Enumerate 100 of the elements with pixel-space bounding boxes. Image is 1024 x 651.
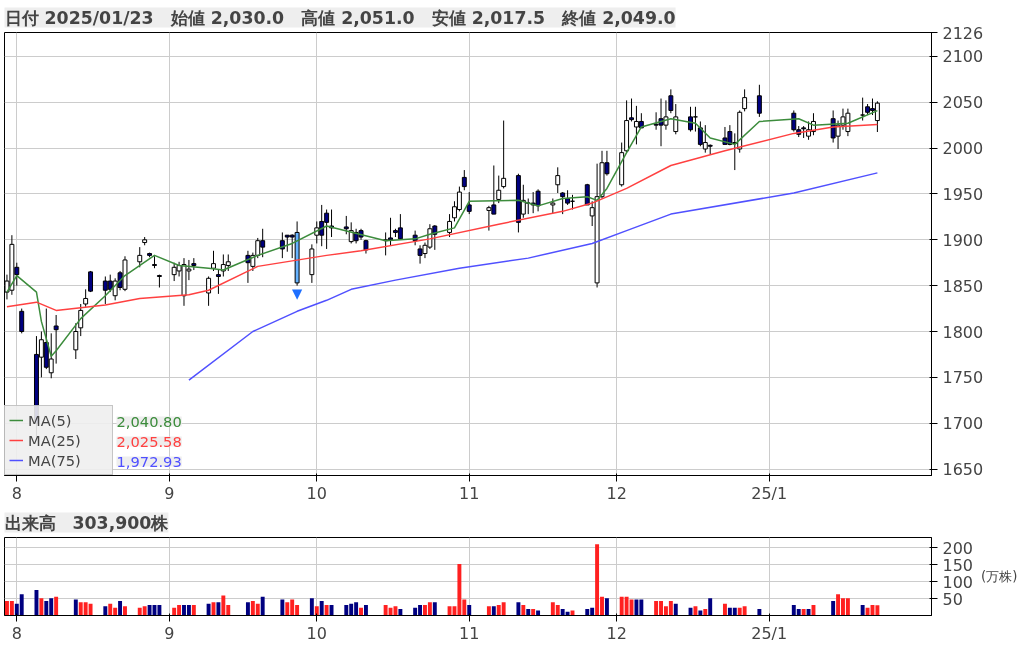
bar <box>221 595 226 616</box>
chart-title: 出来高 303,900株 <box>4 512 170 533</box>
bar <box>285 602 290 616</box>
bar <box>147 604 152 616</box>
candlestick <box>343 215 349 235</box>
bar <box>585 609 590 616</box>
x-tick-label: 10 <box>306 483 327 503</box>
bar <box>757 609 762 616</box>
bar <box>860 604 865 616</box>
candlestick <box>206 275 212 307</box>
x-tick-label: 8 <box>11 483 22 503</box>
candlestick <box>673 103 679 135</box>
y-tick-label: 2050 <box>942 93 984 113</box>
bar <box>432 602 437 616</box>
bar <box>806 609 811 616</box>
bar <box>388 607 393 616</box>
candlestick <box>486 205 492 232</box>
y-tick-label: 50 <box>942 589 963 609</box>
bar <box>309 598 314 616</box>
y-tick-label: 1750 <box>942 368 984 388</box>
candlestick <box>688 106 693 133</box>
bar <box>255 603 260 616</box>
bar <box>836 594 841 616</box>
y-tick-label: 1850 <box>942 276 984 296</box>
y-tick-label: 1700 <box>942 414 984 434</box>
bar <box>634 599 639 616</box>
candlestick <box>742 88 748 112</box>
bar <box>536 610 541 616</box>
y-tick-label: 1650 <box>942 460 984 480</box>
line-series <box>188 172 879 381</box>
bar <box>280 599 285 616</box>
bar <box>703 609 708 616</box>
candlestick <box>279 231 285 259</box>
bar <box>457 563 462 616</box>
x-tick-label: 12 <box>606 483 627 503</box>
x-tick-label: 9 <box>164 483 175 503</box>
y-axis-title: (万株) <box>981 569 1018 584</box>
legend-label: MA(5) <box>28 410 73 430</box>
bar <box>39 598 44 616</box>
bar <box>108 603 113 616</box>
y-tick-label: 2000 <box>942 139 984 159</box>
bar <box>467 604 472 616</box>
x-tick-label: 25/1 <box>751 623 788 643</box>
candlestick <box>560 191 566 215</box>
bar <box>123 606 127 616</box>
candlestick <box>215 268 221 295</box>
bar <box>491 606 496 616</box>
bar <box>693 606 698 616</box>
chart-title: 日付 2025/01/23 始値 2,030.0 高値 2,051.0 安値 2,017.5 終値 2,049.0 <box>4 7 676 28</box>
candlestick <box>171 262 177 282</box>
bar <box>595 544 600 616</box>
bar <box>742 606 747 616</box>
bar <box>555 604 560 616</box>
bar <box>673 603 678 616</box>
bar <box>831 600 836 616</box>
bar <box>654 600 659 616</box>
candlestick <box>461 169 467 191</box>
x-tick-label: 11 <box>459 483 480 503</box>
annotation: 2,025.58 <box>116 432 182 450</box>
y-tick-label: 1800 <box>942 322 984 342</box>
bar <box>875 605 880 616</box>
bar <box>19 594 24 616</box>
y-tick-label: 100 <box>942 572 974 592</box>
bar <box>624 596 629 616</box>
bar <box>865 607 870 616</box>
x-tick-label: 12 <box>606 623 627 643</box>
bar <box>216 602 221 616</box>
bar <box>486 606 491 616</box>
bar <box>260 596 265 616</box>
y-tick-label: 2100 <box>942 47 984 67</box>
bar <box>393 606 398 616</box>
bar <box>206 603 211 616</box>
candlestick <box>397 213 403 240</box>
y-tick-label: 1950 <box>942 184 984 204</box>
x-tick-label: 8 <box>11 623 22 643</box>
bar <box>319 600 324 616</box>
candlestick <box>19 308 25 334</box>
bar <box>708 598 713 616</box>
y-tick-label: 150 <box>942 555 974 575</box>
x-tick-label: 11 <box>459 623 480 643</box>
bar <box>359 607 364 616</box>
bar <box>88 603 93 616</box>
candlestick <box>756 84 762 118</box>
candlestick <box>653 111 659 131</box>
bar <box>398 609 403 616</box>
candlestick <box>496 175 502 204</box>
bar <box>604 598 609 616</box>
bar <box>801 609 806 616</box>
candlestick <box>501 120 507 189</box>
bar <box>73 599 78 616</box>
annotation: ▼ <box>291 285 303 301</box>
bar <box>34 590 39 616</box>
candlestick <box>535 188 541 212</box>
y-tick-label: 1900 <box>942 230 984 250</box>
x-tick-label: 10 <box>306 623 327 643</box>
bar <box>9 600 14 616</box>
bar <box>501 602 506 616</box>
bar <box>314 606 319 616</box>
bar <box>732 607 737 616</box>
bar <box>186 604 191 616</box>
